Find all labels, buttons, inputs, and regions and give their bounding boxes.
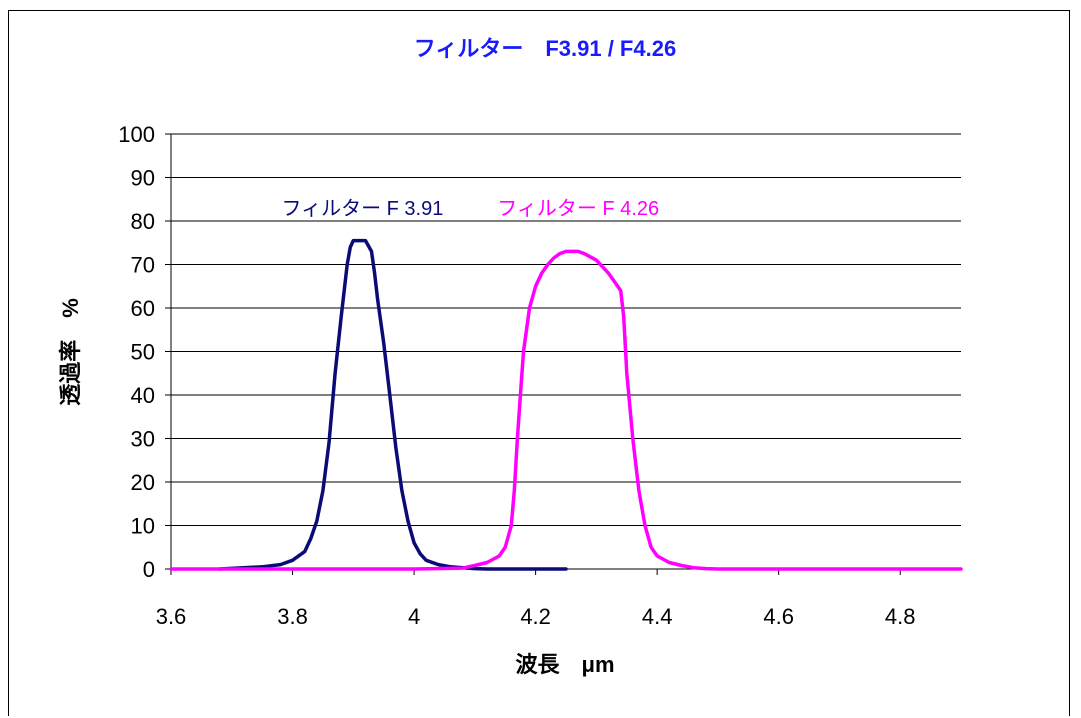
x-tick-label-3.8: 3.8: [277, 604, 308, 629]
y-tick-label-40: 40: [131, 383, 155, 408]
series-line-2: [169, 249, 963, 571]
y-tick-label-70: 70: [131, 253, 155, 278]
chart-frame: [8, 10, 1070, 716]
x-tick-label-4: 4: [408, 604, 420, 629]
series-annotation-2: フィルター F 4.26: [497, 197, 659, 220]
x-tick-label-4.2: 4.2: [520, 604, 551, 629]
chart-title: フィルター F3.91 / F4.26: [414, 36, 676, 61]
x-tick-label-4.6: 4.6: [763, 604, 794, 629]
series-annotations: フィルター F 3.91 フィルター F 4.26: [281, 197, 659, 220]
y-tick-label-60: 60: [131, 296, 155, 321]
series-annotation-1: フィルター F 3.91: [281, 197, 443, 220]
series-lines: [169, 238, 963, 571]
x-tick-label-4.8: 4.8: [885, 604, 916, 629]
series-line-1: [217, 238, 568, 571]
y-tick-label-0: 0: [143, 557, 155, 582]
x-axis-label: 波長 μm: [515, 652, 614, 677]
y-tick-label-90: 90: [131, 166, 155, 191]
y-tick-label-100: 100: [118, 122, 155, 147]
y-tick-label-10: 10: [131, 514, 155, 539]
x-tick-labels: 3.6 3.8 4 4.2 4.4 4.6 4.8: [156, 604, 916, 629]
y-tick-label-30: 30: [131, 427, 155, 452]
y-tick-label-50: 50: [131, 340, 155, 365]
x-tick-label-3.6: 3.6: [156, 604, 187, 629]
x-tick-label-4.4: 4.4: [642, 604, 673, 629]
y-tick-label-80: 80: [131, 209, 155, 234]
grid-lines: [171, 133, 961, 526]
y-tick-label-20: 20: [131, 470, 155, 495]
y-axis-label: 透過率 %: [58, 298, 83, 406]
y-tick-labels: 0 10 20 30 40 50 60 70 80 90 100: [118, 122, 155, 582]
